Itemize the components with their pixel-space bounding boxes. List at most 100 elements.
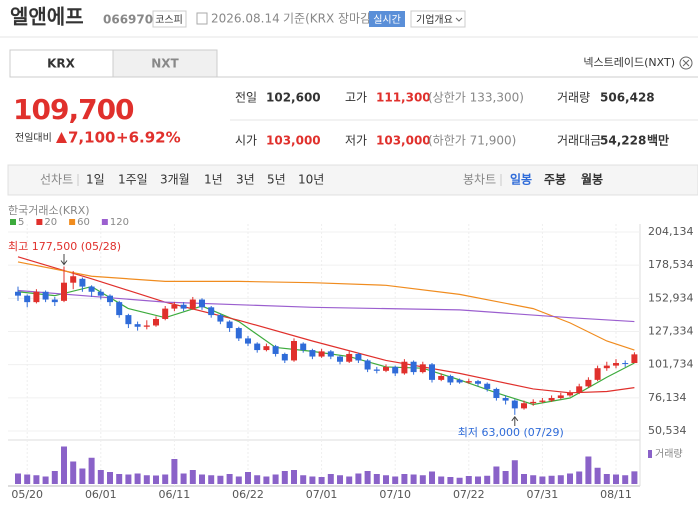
period-option[interactable]: 1일 bbox=[86, 173, 105, 187]
legend-label: 20 bbox=[44, 217, 57, 228]
candle-body bbox=[235, 328, 242, 339]
volume-bar bbox=[33, 475, 40, 484]
stat-unit: 백만 bbox=[647, 133, 669, 148]
candle-body bbox=[272, 346, 279, 354]
volume-bar bbox=[327, 474, 334, 484]
period-option[interactable]: 3개월 bbox=[160, 173, 190, 187]
calendar-icon bbox=[196, 12, 208, 25]
volume-bar bbox=[180, 473, 187, 484]
stat-value: 103,000 bbox=[266, 134, 321, 148]
x-tick-label: 07/10 bbox=[379, 488, 411, 501]
close-icon bbox=[682, 59, 690, 67]
volume-bar bbox=[530, 475, 537, 484]
period-bar bbox=[7, 164, 698, 196]
volume-bar bbox=[465, 476, 472, 484]
volume-bar bbox=[143, 475, 150, 484]
volume-bar bbox=[300, 475, 307, 484]
period-option[interactable]: 10년 bbox=[298, 173, 324, 187]
period-option[interactable]: 5년 bbox=[267, 173, 286, 187]
realtime[interactable]: 실시간 bbox=[373, 14, 401, 26]
basis: 기준(KRX 장마감) bbox=[283, 12, 376, 26]
volume-bar bbox=[548, 475, 555, 484]
tab-nxt[interactable] bbox=[112, 49, 218, 78]
candle-body bbox=[355, 353, 362, 361]
period-option[interactable]: 1주일 bbox=[118, 173, 148, 187]
candle-body bbox=[392, 366, 399, 374]
candle-option[interactable]: 일봉 bbox=[510, 173, 532, 187]
volume-bar bbox=[217, 475, 224, 484]
candle-body bbox=[153, 318, 159, 326]
candle-chart-label: 봉차트 bbox=[463, 173, 496, 187]
x-tick-label: 06/22 bbox=[232, 488, 264, 501]
candle-body bbox=[502, 398, 509, 401]
overview[interactable]: 기업개요 bbox=[416, 13, 453, 26]
stat-value: 111,300 bbox=[376, 91, 431, 105]
candle-option[interactable]: 월봉 bbox=[581, 172, 603, 187]
volume-bar bbox=[226, 474, 233, 484]
volume-bar bbox=[309, 476, 316, 484]
volume-bar bbox=[15, 473, 21, 484]
volume-bar bbox=[42, 476, 49, 484]
y-tick-label: 127,334 bbox=[648, 325, 694, 338]
volume-bar bbox=[281, 471, 288, 484]
candle-body bbox=[51, 299, 58, 303]
volume-bar bbox=[134, 473, 141, 484]
candle-body bbox=[594, 368, 601, 380]
candle-body bbox=[438, 375, 445, 380]
candle-body bbox=[208, 307, 215, 316]
x-tick-label: 08/11 bbox=[600, 488, 632, 501]
volume-bar bbox=[70, 461, 77, 484]
candle-body bbox=[42, 291, 49, 300]
volume-bar bbox=[79, 468, 86, 484]
candle-body bbox=[61, 282, 67, 301]
candle-body bbox=[318, 351, 325, 357]
stat-value: 506,428 bbox=[600, 91, 655, 105]
candle-option[interactable]: 주봉 bbox=[544, 173, 566, 187]
tab-label[interactable]: KRX bbox=[47, 57, 76, 71]
candle-body bbox=[33, 291, 40, 303]
volume-bar bbox=[539, 476, 546, 484]
realtime-badge[interactable] bbox=[369, 11, 405, 27]
tab-label[interactable]: NXT bbox=[151, 57, 179, 71]
candle-body bbox=[465, 381, 472, 383]
volume-bar bbox=[153, 475, 159, 484]
volume-bar bbox=[245, 472, 251, 484]
volume-bar bbox=[199, 474, 205, 484]
volume-swatch bbox=[648, 450, 652, 458]
candle-body bbox=[622, 363, 629, 365]
volume-bar bbox=[631, 471, 638, 484]
period-option[interactable]: 3년 bbox=[236, 173, 255, 187]
candle-body bbox=[226, 321, 233, 329]
candle-body bbox=[171, 304, 178, 309]
candle-body bbox=[107, 295, 113, 303]
candle-body bbox=[511, 400, 518, 409]
x-tick-label: 06/11 bbox=[159, 488, 191, 501]
x-tick-label: 07/22 bbox=[453, 488, 485, 501]
volume-bar bbox=[162, 474, 169, 484]
candle-body bbox=[475, 381, 481, 384]
y-tick-label: 178,534 bbox=[648, 258, 694, 271]
period-option[interactable]: 1년 bbox=[204, 173, 223, 187]
arrow-head bbox=[511, 416, 519, 422]
candle-body bbox=[79, 278, 86, 287]
candle-body bbox=[134, 324, 141, 327]
candle-body bbox=[143, 325, 150, 327]
candle-body bbox=[97, 291, 104, 296]
volume-bar bbox=[189, 470, 196, 484]
periods: 선차트 1일 1주일 3개월 1년 3년 5년 10년 봉차트 일봉 주봉 월봉 bbox=[40, 172, 603, 187]
volume-bar bbox=[401, 474, 408, 484]
nxt-link[interactable]: 넥스트레이드(NXT) bbox=[583, 56, 675, 69]
moving-average bbox=[17, 289, 635, 323]
volume-bar bbox=[51, 471, 58, 484]
y-tick-label: 204,134 bbox=[648, 225, 694, 238]
tab-krx[interactable] bbox=[9, 49, 114, 78]
change: 7,100 bbox=[68, 129, 115, 147]
candle-body bbox=[401, 361, 408, 374]
candle-body bbox=[493, 388, 500, 399]
volume-bar bbox=[24, 474, 31, 484]
close-icon[interactable] bbox=[679, 56, 693, 70]
volume-bar bbox=[447, 477, 454, 484]
overview-button[interactable] bbox=[410, 10, 466, 28]
y-tick-label: 101,734 bbox=[648, 358, 694, 371]
